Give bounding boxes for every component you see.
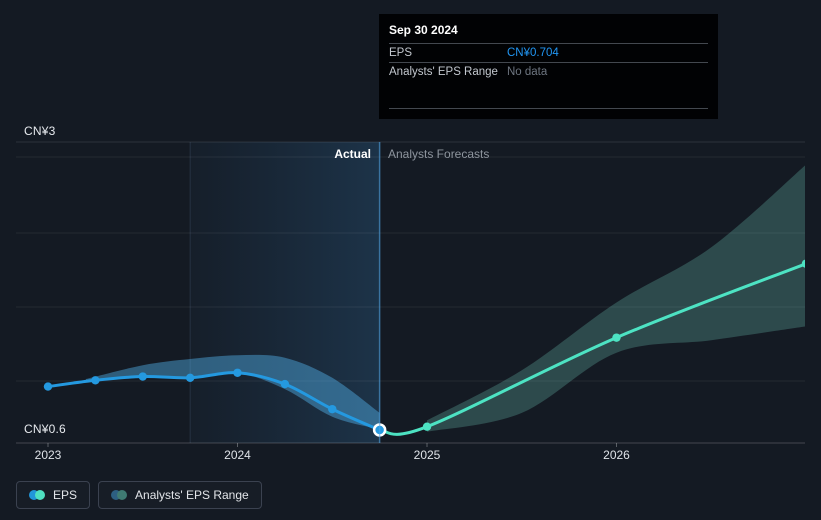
analysts-range-band-past bbox=[85, 354, 380, 430]
tooltip-date: Sep 30 2024 bbox=[389, 23, 458, 37]
actual-data-point[interactable] bbox=[91, 376, 100, 385]
legend-eps-label: EPS bbox=[53, 488, 78, 502]
tooltip-row-range: Analysts' EPS Range No data bbox=[389, 62, 708, 81]
legend-range-label: Analysts' EPS Range bbox=[135, 488, 249, 502]
tooltip-range-value: No data bbox=[507, 66, 548, 78]
chart-legend: EPS Analysts' EPS Range bbox=[16, 481, 262, 509]
section-label-actual: Actual bbox=[334, 147, 371, 161]
tooltip-eps-value: CN¥0.704 bbox=[507, 47, 559, 59]
x-tick-label-2024: 2024 bbox=[224, 448, 251, 462]
section-label-forecasts: Analysts Forecasts bbox=[388, 147, 490, 161]
y-axis-max-label: CN¥3 bbox=[24, 124, 56, 138]
tooltip-eps-label: EPS bbox=[389, 47, 413, 59]
x-tick-label-2025: 2025 bbox=[413, 448, 441, 462]
forecast-data-point[interactable] bbox=[422, 422, 432, 431]
analysts-range-band-forecast bbox=[427, 165, 805, 432]
actual-data-point[interactable] bbox=[138, 372, 147, 381]
actual-data-point[interactable] bbox=[233, 368, 242, 377]
forecast-data-point[interactable] bbox=[612, 333, 621, 342]
eps-legend-icon bbox=[29, 490, 45, 500]
legend-toggle-analysts-range[interactable]: Analysts' EPS Range bbox=[98, 481, 262, 509]
tooltip-divider bbox=[389, 108, 708, 109]
legend-toggle-eps[interactable]: EPS bbox=[16, 481, 91, 509]
tooltip-range-label: Analysts' EPS Range bbox=[389, 66, 498, 78]
actual-data-point[interactable] bbox=[280, 379, 290, 389]
actual-highlight-region bbox=[190, 142, 380, 443]
eps-forecast-line bbox=[378, 262, 805, 436]
analysts-range-legend-icon bbox=[111, 490, 128, 500]
x-tick-label-2026: 2026 bbox=[603, 448, 630, 462]
forecast-data-point[interactable] bbox=[801, 259, 810, 268]
y-axis-min-label: CN¥0.6 bbox=[24, 422, 66, 436]
x-tick-label-2023: 2023 bbox=[34, 448, 62, 462]
actual-data-point[interactable] bbox=[185, 373, 195, 382]
tooltip-row-eps: EPS CN¥0.704 bbox=[389, 43, 708, 62]
actual-data-point[interactable] bbox=[328, 404, 337, 414]
chart-tooltip: Sep 30 2024 EPS CN¥0.704 Analysts' EPS R… bbox=[379, 14, 718, 119]
actual-data-point[interactable] bbox=[43, 382, 53, 391]
